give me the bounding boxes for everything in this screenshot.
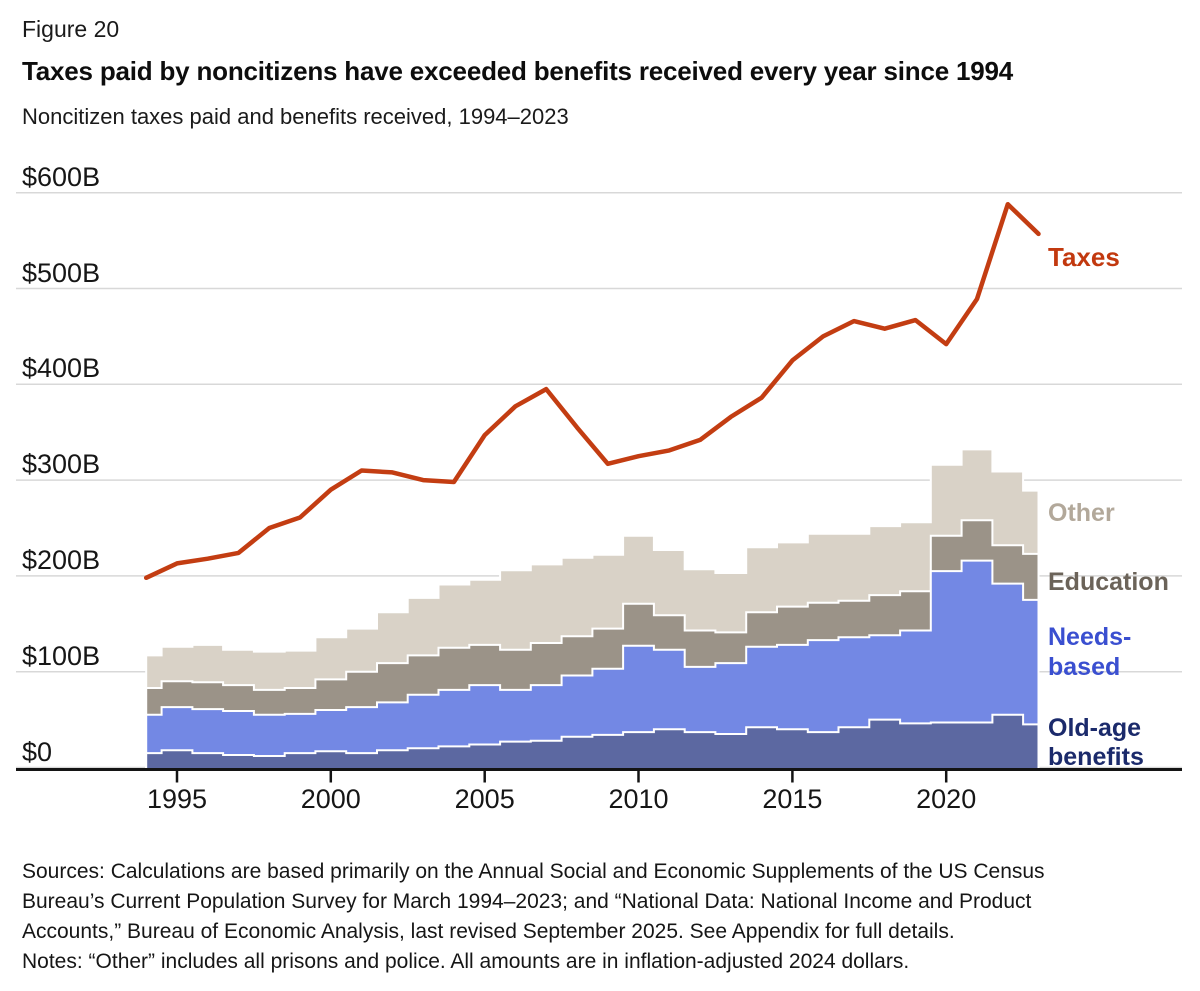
taxes-line-label: Taxes: [1048, 242, 1120, 272]
y-tick-label-200: $200B: [22, 544, 101, 575]
x-tick-label-2010: 2010: [608, 784, 669, 814]
notes-text: Notes: “Other” includes all prisons and …: [22, 950, 910, 973]
x-tick-label-2020: 2020: [916, 784, 977, 814]
old-age-series-label: Old-age benefits: [1048, 714, 1144, 771]
other-series-label: Other: [1048, 499, 1115, 527]
y-tick-label-100: $100B: [22, 640, 101, 671]
y-tick-label-0: $0: [22, 736, 53, 767]
y-tick-label-300: $300B: [22, 449, 101, 480]
y-tick-label-400: $400B: [22, 353, 101, 384]
y-tick-label-500: $500B: [22, 257, 101, 288]
x-tick-label-2000: 2000: [300, 784, 361, 814]
x-tick-label-2015: 2015: [762, 784, 823, 814]
needs-based-series-label: Needs- based: [1048, 623, 1132, 681]
chart-subtitle: Noncitizen taxes paid and benefits recei…: [22, 104, 569, 129]
education-series-label: Education: [1048, 568, 1169, 596]
area-needs-based: [145, 559, 1040, 771]
sources-text: Sources: Calculations are based primaril…: [22, 860, 1045, 943]
y-tick-label-600: $600B: [22, 161, 101, 192]
plot-svg: [16, 191, 1182, 783]
x-tick-label-1995: 1995: [146, 784, 208, 814]
chart-area: $600B $500B $400B $300B $200B $100B $0 1…: [0, 150, 1200, 856]
taxes-line: [143, 201, 1041, 581]
page-title: Taxes paid by noncitizens have exceeded …: [22, 56, 1014, 86]
x-tick-label-2005: 2005: [454, 784, 515, 814]
area-old-age-benefits: [145, 713, 1040, 771]
footer: Sources: Calculations are based primaril…: [22, 857, 1157, 977]
figure-label: Figure 20: [22, 16, 120, 42]
